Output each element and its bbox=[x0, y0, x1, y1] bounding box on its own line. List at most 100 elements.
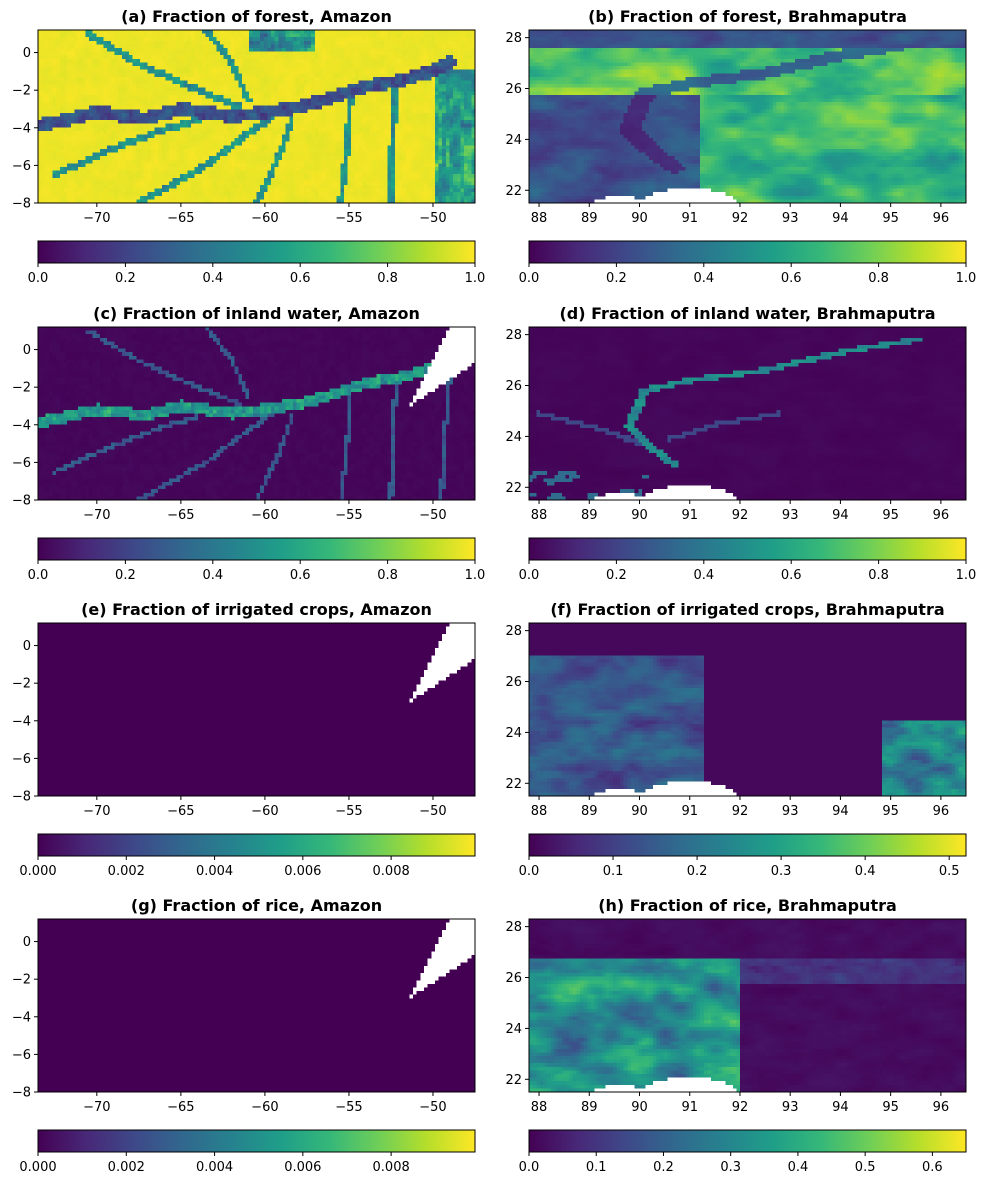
colorbar-tick-label: 0.4 bbox=[202, 568, 223, 583]
colorbar-tick-label: 0.4 bbox=[202, 271, 223, 286]
x-tick-label: 92 bbox=[732, 508, 749, 523]
panel-h: (h) Fraction of rice, Brahmaputra 88 89 90 9… bbox=[505, 896, 967, 1175]
x-tick-label: −50 bbox=[419, 804, 446, 819]
y-tick-label: 0 bbox=[23, 639, 31, 654]
heatmap-cells bbox=[529, 327, 966, 500]
x-tick-label: 89 bbox=[581, 211, 598, 226]
y-tick-label: 22 bbox=[505, 184, 522, 199]
x-tick-label: 91 bbox=[681, 1100, 698, 1115]
colorbar-tick-label: 0.3 bbox=[771, 864, 792, 879]
x-tick-label: −60 bbox=[251, 804, 278, 819]
x-tick-label: −70 bbox=[83, 1100, 110, 1115]
colorbar-tick-label: 1.0 bbox=[956, 568, 977, 583]
colorbar-tick-label: 0.000 bbox=[19, 1160, 56, 1175]
colorbar-tick-label: 0.0 bbox=[28, 568, 49, 583]
panel-c: (c) Fraction of inland water, Amazon −70 −… bbox=[12, 304, 486, 583]
y-tick-label: −4 bbox=[12, 1010, 31, 1025]
colorbar bbox=[37, 1129, 476, 1153]
y-tick-label: 26 bbox=[505, 971, 522, 986]
x-tick-label: −60 bbox=[251, 211, 278, 226]
y-tick-label: 24 bbox=[505, 1022, 522, 1037]
x-tick-label: 96 bbox=[933, 211, 950, 226]
colorbar-tick-label: 0.3 bbox=[720, 1160, 741, 1175]
axes-frame bbox=[37, 918, 476, 1093]
x-tick-label: 88 bbox=[531, 804, 548, 819]
colorbar-tick-label: 0.2 bbox=[606, 271, 627, 286]
x-tick-label: 93 bbox=[782, 508, 799, 523]
y-tick-label: −6 bbox=[12, 456, 31, 471]
panel-title: (a) Fraction of forest, Amazon bbox=[121, 7, 392, 26]
colorbar bbox=[37, 537, 476, 561]
colorbar-tick-label: 1.0 bbox=[956, 271, 977, 286]
heatmap-cells bbox=[38, 327, 475, 500]
x-tick-label: −70 bbox=[83, 211, 110, 226]
y-tick-label: 28 bbox=[505, 31, 522, 46]
x-tick-label: −60 bbox=[251, 508, 278, 523]
x-tick-label: −55 bbox=[335, 804, 362, 819]
colorbar bbox=[528, 833, 967, 857]
y-tick-label: 28 bbox=[505, 328, 522, 343]
y-tick-label: −8 bbox=[12, 790, 31, 805]
x-tick-label: 88 bbox=[531, 508, 548, 523]
panel-f: (f) Fraction of irrigated crops, Brahmap… bbox=[505, 600, 967, 879]
x-tick-label: 89 bbox=[581, 804, 598, 819]
y-tick-label: 24 bbox=[505, 430, 522, 445]
colorbar-tick-label: 0.006 bbox=[284, 864, 321, 879]
colorbar-tick-label: 0.8 bbox=[868, 271, 889, 286]
x-tick-label: 94 bbox=[832, 804, 849, 819]
axes-frame bbox=[37, 29, 476, 204]
colorbar-tick-label: 0.4 bbox=[693, 271, 714, 286]
y-tick-label: 26 bbox=[505, 675, 522, 690]
x-tick-label: −70 bbox=[83, 508, 110, 523]
panel-title: (f) Fraction of irrigated crops, Brahmap… bbox=[550, 600, 944, 619]
x-tick-label: 94 bbox=[832, 211, 849, 226]
colorbar-tick-label: 0.4 bbox=[788, 1160, 809, 1175]
x-tick-label: −55 bbox=[335, 508, 362, 523]
y-tick-label: −4 bbox=[12, 121, 31, 136]
x-tick-label: 89 bbox=[581, 1100, 598, 1115]
colorbar-tick-label: 0.004 bbox=[196, 864, 233, 879]
colorbar-tick-label: 0.006 bbox=[284, 1160, 321, 1175]
heatmap-cells bbox=[38, 30, 475, 203]
y-tick-label: 22 bbox=[505, 1073, 522, 1088]
panel-g: (g) Fraction of rice, Amazon−70 −65 −60 −55… bbox=[12, 896, 476, 1175]
x-tick-label: 92 bbox=[732, 804, 749, 819]
x-tick-label: 89 bbox=[581, 508, 598, 523]
y-tick-label: −2 bbox=[12, 84, 31, 99]
axes-frame bbox=[528, 29, 967, 204]
x-tick-label: −65 bbox=[167, 804, 194, 819]
colorbar-tick-label: 0.8 bbox=[377, 568, 398, 583]
y-tick-label: −4 bbox=[12, 418, 31, 433]
heatmap-cells bbox=[529, 623, 966, 796]
x-tick-label: −65 bbox=[167, 211, 194, 226]
x-tick-label: −50 bbox=[419, 508, 446, 523]
x-tick-label: 95 bbox=[882, 1100, 899, 1115]
panel-title: (b) Fraction of forest, Brahmaputra bbox=[588, 7, 907, 26]
colorbar-tick-label: 0.4 bbox=[693, 568, 714, 583]
axes-frame bbox=[528, 622, 967, 797]
colorbar bbox=[528, 537, 967, 561]
x-tick-label: −55 bbox=[335, 211, 362, 226]
y-tick-label: −2 bbox=[12, 381, 31, 396]
x-tick-label: 95 bbox=[882, 211, 899, 226]
colorbar-tick-label: 0.0 bbox=[519, 1160, 540, 1175]
colorbar-tick-label: 0.000 bbox=[19, 864, 56, 879]
y-tick-label: 0 bbox=[23, 46, 31, 61]
colorbar-tick-label: 0.008 bbox=[373, 1160, 410, 1175]
y-tick-label: −4 bbox=[12, 714, 31, 729]
heatmap-cells bbox=[529, 30, 966, 203]
x-tick-label: 94 bbox=[832, 508, 849, 523]
y-tick-label: 22 bbox=[505, 481, 522, 496]
x-tick-label: 90 bbox=[631, 1100, 648, 1115]
x-tick-label: −55 bbox=[335, 1100, 362, 1115]
axes-frame bbox=[37, 622, 476, 797]
x-tick-label: 93 bbox=[782, 211, 799, 226]
axes-frame bbox=[528, 918, 967, 1093]
y-tick-label: 28 bbox=[505, 624, 522, 639]
panel-b: (b) Fraction of forest, Brahmaputra 88 89 9… bbox=[505, 7, 976, 286]
colorbar-tick-label: 0.0 bbox=[519, 864, 540, 879]
y-tick-label: −6 bbox=[12, 159, 31, 174]
x-tick-label: 91 bbox=[681, 804, 698, 819]
x-tick-label: −65 bbox=[167, 508, 194, 523]
